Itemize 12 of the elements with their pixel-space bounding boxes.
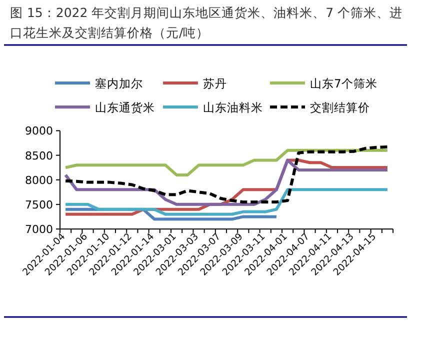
- y-tick-label: 9000: [25, 124, 53, 138]
- title: 图 15：2022 年交割月期间山东地区通货米、油料米、7 个筛米、进口花生米及交割结算价格（元/吨）: [10, 5, 403, 40]
- legend-label: 山东油料米: [203, 100, 263, 114]
- y-tick-label: 7000: [25, 223, 53, 236]
- legend-label: 苏丹: [203, 76, 227, 90]
- y-tick-label: 8500: [25, 149, 53, 162]
- y-tick-label: 7500: [25, 198, 53, 212]
- y-tick-label: 8000: [25, 174, 53, 187]
- legend-label: 山东通货米: [95, 100, 155, 114]
- legend-label: 塞内加尔: [95, 76, 143, 90]
- legend-label: 交割结算价: [310, 100, 370, 114]
- legend-label: 山东7个筛米: [310, 76, 378, 90]
